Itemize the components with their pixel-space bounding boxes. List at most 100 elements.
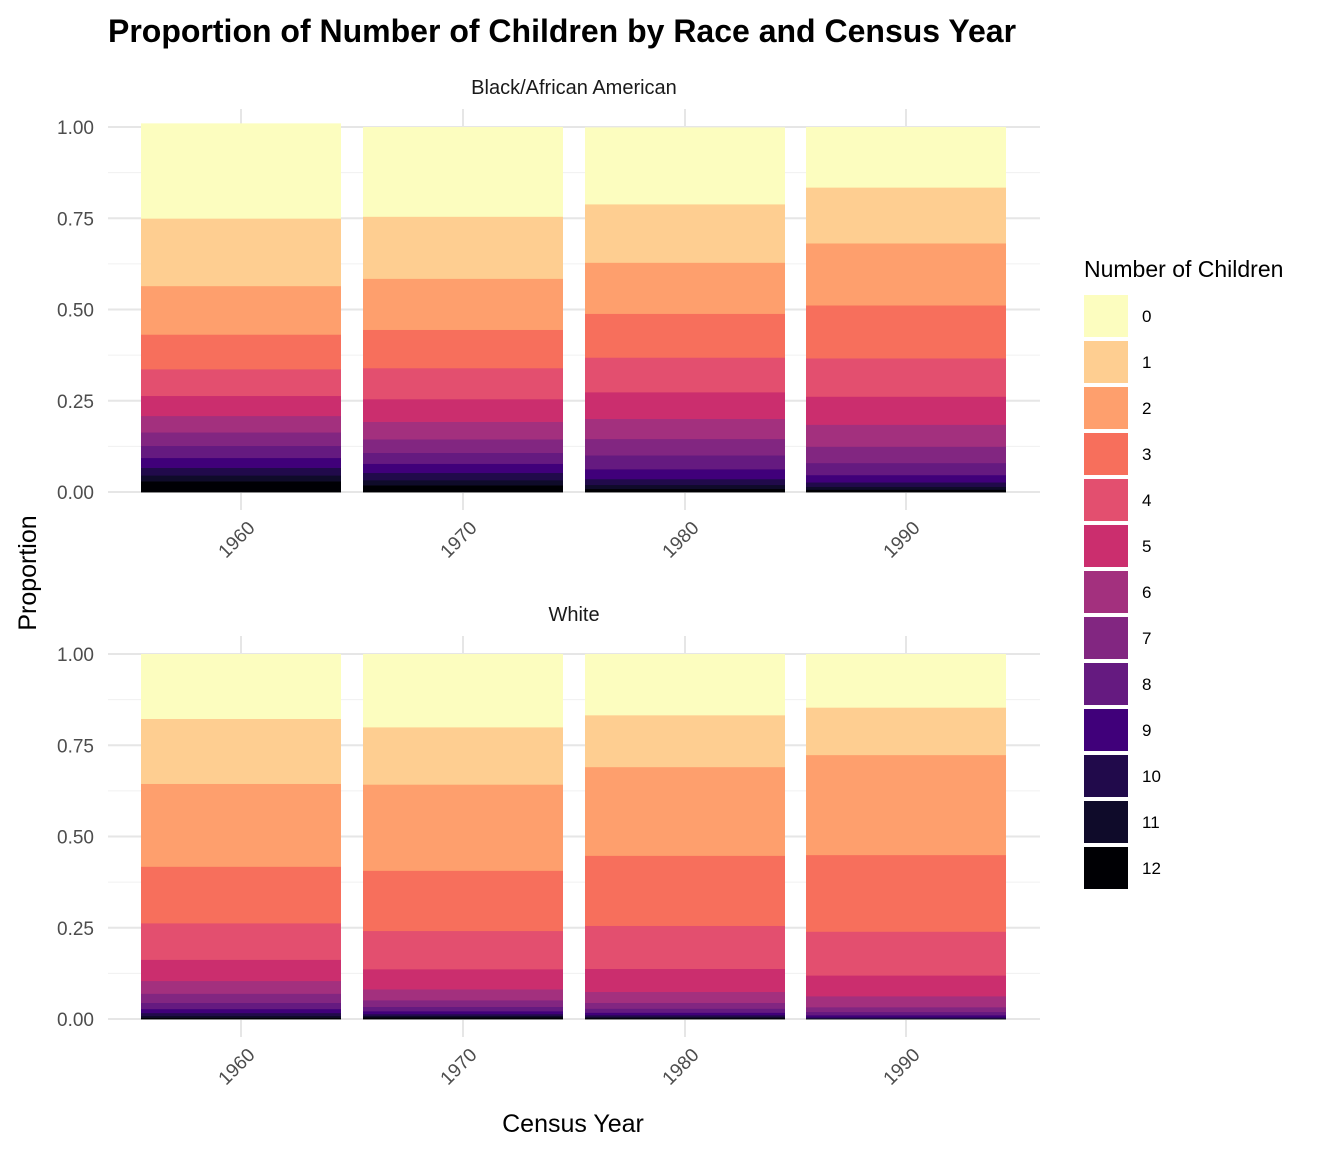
bar-segment [141,866,341,924]
y-tick-label: 0.50 [57,301,94,322]
legend-label: 1 [1142,353,1151,372]
legend-label: 8 [1142,675,1151,694]
bar-segment [363,654,563,728]
legend-label: 6 [1142,583,1151,602]
bar-segment [585,968,785,993]
bar-segment [141,467,341,476]
y-tick-label: 0.00 [57,1010,94,1031]
facet-panels: Black/African American 0.00 0.25 0.50 0.75 1.… [57,77,1040,1089]
bar-segment [141,1008,341,1014]
bar-segment [806,424,1006,447]
bar-segment [585,1008,785,1013]
bar-segment [806,754,1006,856]
legend-key [1084,433,1128,475]
bar-segment [806,396,1006,425]
bar-segment [585,925,785,970]
bar-segment [585,714,785,768]
x-tick-label: 1990 [880,1045,925,1090]
bar-segment [585,127,785,205]
y-tick-label: 0.75 [57,736,94,757]
bar-stack [806,127,1006,493]
bar-segment [141,368,341,397]
bar-stack [585,127,785,493]
bar-segment [363,1000,563,1007]
bar-segment [585,1016,785,1019]
bar-segment [806,489,1006,493]
bar-segment [141,1012,341,1017]
bar-stack [806,654,1006,1020]
legend-label: 12 [1142,859,1161,878]
bar-segment [585,469,785,480]
bar-segment [585,766,785,856]
bar-segment [141,334,341,370]
y-tick-label: 0.25 [57,392,94,413]
bar-segment [806,854,1006,932]
legend-label: 2 [1142,399,1151,418]
legend-key [1084,479,1128,521]
bar-segment [141,218,341,287]
y-tick-label: 0.75 [57,209,94,230]
facet-strip-label: Black/African American [471,77,677,99]
bar-segment [806,1011,1006,1016]
chart-title: Proportion of Number of Children by Race… [108,13,1016,49]
bar-segment [806,446,1006,464]
bar-segment [141,475,341,482]
y-tick-label: 1.00 [57,645,94,666]
legend-label: 5 [1142,537,1151,556]
bar-segment [585,1017,785,1020]
legend-key [1084,617,1128,659]
bar-segment [363,421,563,440]
bar-segment [363,1017,563,1020]
bar-segment [141,432,341,447]
x-axis-title: Census Year [502,1110,644,1138]
x-tick-label: 1970 [437,1045,482,1090]
bar-segment [806,1014,1006,1018]
facet-strip-label: White [548,604,599,626]
bar-segment [806,482,1006,487]
bar-segment [806,305,1006,359]
legend-label: 11 [1142,813,1160,832]
bar-stack [141,123,341,493]
bar-segment [806,707,1006,756]
bar-segment [806,243,1006,306]
legend-label: 7 [1142,629,1151,648]
bar-segment [585,438,785,456]
facet-panel: White 0.00 0.25 0.50 0.75 1.00 1960 1970 1980 199… [57,604,1040,1089]
bar-segment [141,654,341,720]
x-tick-label: 1960 [215,518,260,563]
bar-segment [806,654,1006,708]
bar-segment [806,996,1006,1008]
legend-label: 10 [1142,767,1161,786]
bar-segment [806,358,1006,397]
legend-label: 9 [1142,721,1151,740]
y-tick-label: 1.00 [57,118,94,139]
bar-segment [585,1014,785,1018]
bar-segment [363,784,563,871]
bar-segment [141,123,341,219]
bar-stack [141,654,341,1020]
legend-title: Number of Children [1084,256,1283,282]
bar-segment [363,278,563,330]
bar-segment [141,481,341,493]
x-tick-label: 1960 [215,1045,260,1090]
bar-segment [141,457,341,468]
bar-segment [806,931,1006,976]
bar-segment [585,991,785,1003]
bar-segment [806,187,1006,244]
bar-segment [585,418,785,440]
facet-panel: Black/African American 0.00 0.25 0.50 0.75 1.… [57,77,1040,562]
bar-segment [141,980,341,994]
x-tick-label: 1980 [659,1045,704,1090]
bar-segment [141,285,341,335]
y-tick-label: 0.00 [57,483,94,504]
bar-segment [806,462,1006,476]
y-tick-label: 0.50 [57,828,94,849]
bar-segment [806,127,1006,188]
bar-segment [363,472,563,481]
legend-label: 3 [1142,445,1151,464]
bar-segment [363,216,563,279]
bar-segment [141,959,341,982]
bar-segment [141,783,341,867]
bar-segment [363,1010,563,1015]
